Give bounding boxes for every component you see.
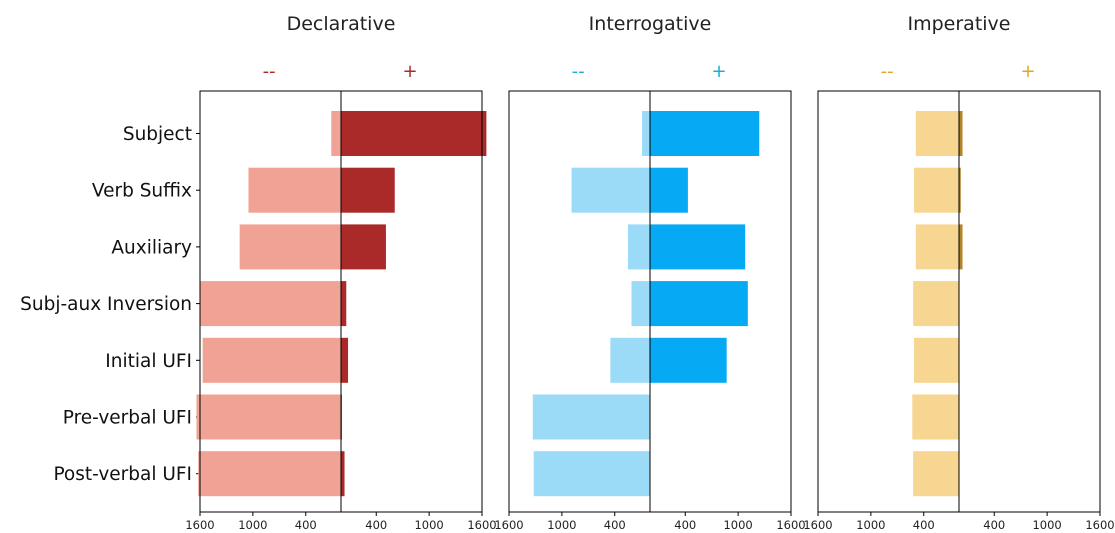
negative-bar <box>198 451 341 497</box>
negative-bar <box>239 224 341 270</box>
x-tick-label: 1000 <box>723 518 752 532</box>
x-tick-label: 1000 <box>414 518 443 532</box>
x-tick-label: 1000 <box>238 518 267 532</box>
positive-bar <box>341 111 487 156</box>
panel-title: Interrogative <box>589 13 712 35</box>
positive-bar <box>650 167 688 213</box>
x-tick-label: 400 <box>295 518 317 532</box>
positive-sign-label: + <box>403 61 418 82</box>
negative-sign-label: -- <box>263 61 276 82</box>
panel-frame <box>199 90 483 513</box>
category-label: Verb Suffix <box>92 181 192 202</box>
category-label: Subject <box>123 124 192 145</box>
positive-bar <box>341 337 349 383</box>
positive-bar <box>959 167 961 213</box>
x-tick-label: 1600 <box>803 518 832 532</box>
positive-sign-label: + <box>712 61 727 82</box>
negative-bar <box>202 337 341 383</box>
positive-bar <box>341 281 347 327</box>
x-tick-label: 400 <box>365 518 387 532</box>
panel-frame <box>817 90 1101 513</box>
negative-bar <box>913 451 959 497</box>
negative-bar <box>912 394 959 440</box>
x-tick-label: 1000 <box>856 518 885 532</box>
x-tick-label: 400 <box>913 518 935 532</box>
panel-title: Declarative <box>287 13 396 35</box>
positive-bar <box>341 224 386 270</box>
negative-bar <box>913 281 959 327</box>
positive-bar <box>959 111 963 156</box>
x-tick-label: 1000 <box>1032 518 1061 532</box>
positive-bar <box>650 281 748 327</box>
category-label: Initial UFI <box>105 351 192 372</box>
negative-bar <box>196 394 341 440</box>
x-tick-label: 1600 <box>1085 518 1114 532</box>
negative-bar <box>200 281 341 327</box>
category-label: Auxiliary <box>111 237 192 258</box>
category-label: Post-verbal UFI <box>53 464 192 485</box>
negative-bar <box>627 224 650 270</box>
negative-bar <box>914 167 959 213</box>
x-tick-label: 1600 <box>185 518 214 532</box>
negative-bar <box>532 394 650 440</box>
negative-bar <box>331 111 341 156</box>
category-label: Pre-verbal UFI <box>63 408 192 429</box>
panel-frame <box>508 90 792 513</box>
negative-sign-label: -- <box>881 61 894 82</box>
negative-bar <box>571 167 650 213</box>
category-label: Subj-aux Inversion <box>20 294 192 315</box>
x-tick-label: 400 <box>983 518 1005 532</box>
x-tick-label: 1600 <box>776 518 805 532</box>
negative-sign-label: -- <box>572 61 585 82</box>
x-tick-label: 1600 <box>467 518 496 532</box>
positive-bar <box>341 167 395 213</box>
x-tick-label: 1000 <box>547 518 576 532</box>
positive-bar <box>650 337 727 383</box>
x-tick-label: 400 <box>604 518 626 532</box>
negative-bar <box>631 281 650 327</box>
negative-bar <box>915 224 959 270</box>
x-tick-label: 400 <box>674 518 696 532</box>
positive-sign-label: + <box>1021 61 1036 82</box>
positive-bar <box>650 224 746 270</box>
positive-bar <box>959 224 963 270</box>
x-tick-label: 1600 <box>494 518 523 532</box>
positive-bar <box>650 111 760 156</box>
negative-bar <box>914 337 959 383</box>
positive-bar <box>341 451 345 497</box>
panel-title: Imperative <box>908 13 1011 35</box>
negative-bar <box>248 167 341 213</box>
negative-bar <box>915 111 959 156</box>
negative-bar <box>610 337 650 383</box>
negative-bar <box>642 111 650 156</box>
negative-bar <box>533 451 650 497</box>
